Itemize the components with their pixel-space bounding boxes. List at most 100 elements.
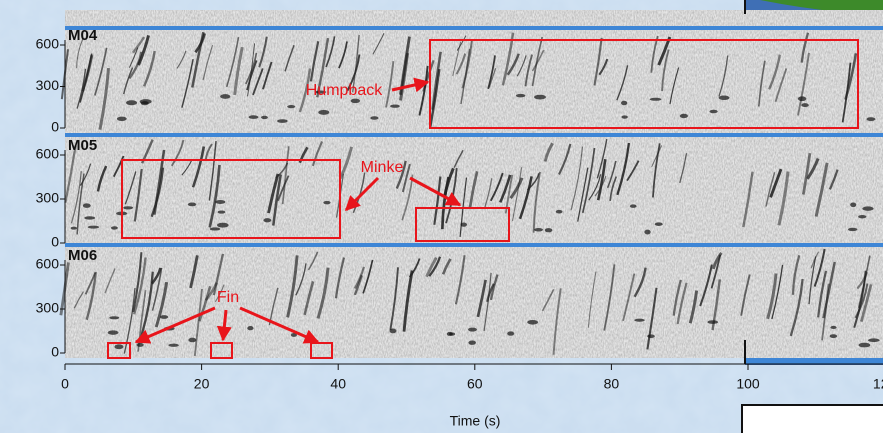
call-blob	[188, 337, 197, 343]
call-stroke	[94, 47, 108, 96]
call-stroke	[516, 55, 527, 77]
call-stroke	[810, 251, 820, 269]
inset-box	[741, 404, 883, 433]
call-stroke	[204, 282, 218, 302]
call-stroke	[84, 272, 97, 295]
call-stroke	[774, 68, 788, 103]
y-tick-label: 300	[36, 77, 60, 93]
call-stroke	[768, 54, 782, 90]
call-blob	[867, 338, 880, 343]
call-stroke	[588, 174, 602, 201]
call-blob	[220, 94, 231, 99]
call-stroke	[267, 173, 280, 214]
call-blob	[829, 334, 838, 339]
call-blob	[323, 200, 331, 205]
x-tick-label: 120	[873, 376, 883, 392]
call-stroke	[214, 284, 225, 303]
call-blob	[187, 202, 197, 207]
fin-box	[107, 342, 131, 359]
call-stroke	[372, 33, 385, 55]
call-stroke	[170, 139, 185, 167]
call-stroke	[596, 159, 607, 201]
annotation-arrows	[134, 77, 462, 344]
call-blob	[110, 226, 118, 230]
call-blob	[84, 216, 96, 220]
call-stroke	[425, 257, 438, 278]
call-blob	[209, 227, 221, 231]
call-stroke	[272, 174, 282, 226]
annotation-label: Minke	[361, 159, 404, 176]
call-blob	[679, 113, 688, 119]
call-stroke	[679, 153, 688, 184]
call-stroke	[552, 288, 562, 355]
call-stroke	[311, 141, 323, 167]
call-blob	[389, 328, 397, 334]
call-stroke	[112, 155, 125, 178]
call-stroke	[154, 281, 169, 328]
arrow	[216, 309, 232, 342]
call-stroke	[85, 271, 97, 321]
call-stroke	[132, 252, 143, 313]
call-stroke	[616, 142, 631, 196]
call-blob	[830, 325, 837, 329]
call-blob	[139, 99, 152, 105]
panel-label: M05	[68, 137, 97, 154]
call-stroke	[558, 143, 572, 176]
call-stroke	[429, 68, 441, 127]
call-blob	[82, 203, 91, 208]
x-tick-label: 60	[467, 376, 483, 392]
call-stroke	[488, 68, 497, 88]
call-stroke	[486, 283, 495, 303]
call-stroke	[821, 283, 830, 341]
call-stroke	[433, 176, 442, 225]
call-blob	[247, 325, 254, 331]
call-stroke	[352, 34, 360, 93]
call-stroke	[616, 65, 629, 101]
call-stroke	[225, 37, 240, 88]
call-blob	[468, 327, 477, 332]
call-stroke	[277, 175, 290, 201]
x-axis-label: Time (s)	[450, 413, 501, 429]
call-stroke	[76, 173, 85, 235]
call-stroke	[96, 165, 108, 192]
call-blob	[621, 115, 628, 119]
call-stroke	[252, 68, 264, 96]
call-stroke	[828, 169, 839, 190]
call-stroke	[338, 146, 354, 180]
call-stroke	[362, 259, 374, 294]
call-blob	[649, 97, 662, 101]
call-stroke	[402, 270, 414, 332]
call-blob	[70, 226, 77, 230]
call-stroke	[389, 267, 399, 331]
call-stroke	[208, 141, 217, 201]
call-stroke	[531, 49, 545, 72]
call-stroke	[806, 158, 820, 180]
call-stroke	[64, 145, 77, 203]
call-stroke	[853, 270, 867, 329]
call-stroke	[742, 171, 754, 228]
call-stroke	[202, 45, 214, 81]
call-stroke	[193, 288, 203, 357]
y-tick-label: 600	[36, 256, 60, 272]
call-blob	[215, 200, 226, 204]
humpback-box	[429, 39, 859, 129]
call-stroke	[191, 146, 206, 188]
y-tick-label: 300	[36, 300, 60, 316]
call-blob	[248, 115, 259, 119]
call-stroke	[509, 177, 524, 200]
call-stroke	[298, 68, 312, 113]
call-stroke	[295, 263, 307, 296]
call-stroke	[791, 254, 801, 295]
axes: 0 300 600 M04 0 300 600 M05 0 300 600 M06 0 20 40 60 80 1…	[36, 27, 883, 392]
call-blob	[109, 316, 120, 320]
call-stroke	[247, 43, 256, 97]
annotation-label: Fin	[217, 289, 239, 306]
call-stroke	[233, 46, 244, 96]
call-stroke	[286, 255, 299, 318]
y-tick-label: 0	[51, 119, 59, 135]
call-blob	[168, 343, 179, 347]
call-stroke	[298, 146, 309, 164]
x-tick-label: 40	[330, 376, 346, 392]
call-blob	[446, 331, 453, 336]
call-blob	[847, 227, 858, 232]
